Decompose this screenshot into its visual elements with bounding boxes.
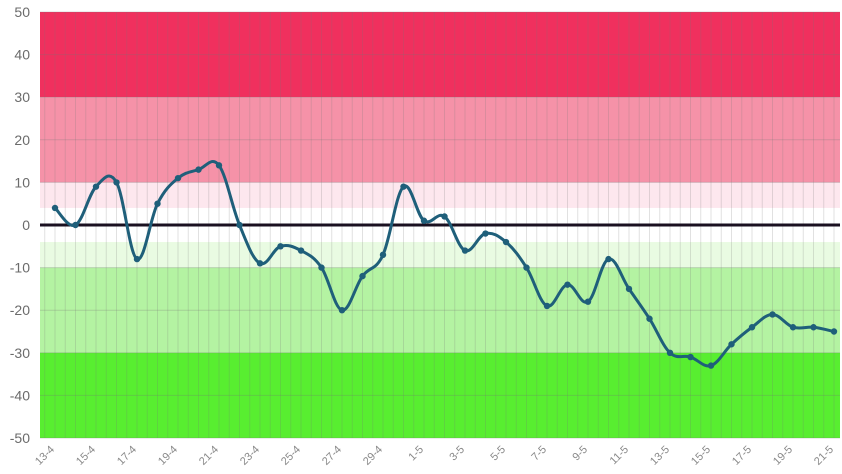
- data-points: [51, 162, 838, 369]
- data-point-4-5: [482, 230, 489, 237]
- y-tick-label: -30: [10, 345, 30, 361]
- data-point-29-4: [379, 251, 387, 259]
- data-point-12-5: [646, 315, 653, 322]
- y-tick-label: 0: [22, 217, 30, 233]
- x-tick-label: 17-4: [115, 444, 139, 468]
- data-point-15-5: [707, 362, 715, 369]
- x-tick-label: 21-5: [812, 444, 836, 468]
- data-point-23-4: [256, 260, 264, 267]
- data-point-11-5: [625, 285, 633, 293]
- x-tick-label: 9-5: [570, 444, 590, 464]
- data-point-15-4: [92, 183, 100, 190]
- data-point-21-4: [215, 162, 223, 169]
- y-tick-label: 10: [14, 174, 30, 190]
- x-tick-label: 25-4: [279, 444, 303, 468]
- data-point-24-4: [277, 243, 284, 250]
- data-point-20-5: [810, 324, 817, 331]
- x-tick-label: 3-5: [447, 444, 467, 464]
- data-point-18-4: [154, 200, 161, 207]
- y-tick-label: -50: [10, 430, 30, 446]
- data-point-1-5: [420, 217, 428, 224]
- data-point-27-4: [338, 307, 346, 314]
- x-tick-label: 19-4: [156, 444, 180, 468]
- band-2: [40, 182, 840, 208]
- data-point-10-5: [605, 255, 612, 263]
- x-tick-label: 5-5: [488, 444, 508, 464]
- data-point-14-5: [687, 353, 694, 361]
- data-point-20-4: [195, 166, 202, 173]
- data-point-5-5: [502, 238, 510, 246]
- data-point-17-4: [133, 255, 141, 263]
- data-point-13-5: [666, 349, 674, 356]
- x-tick-label: 27-4: [320, 444, 344, 468]
- x-tick-label: 15-4: [74, 444, 98, 468]
- x-tick-label: 7-5: [529, 444, 549, 464]
- threshold-bands: [40, 12, 840, 438]
- x-tick-label: 13-5: [648, 444, 672, 468]
- data-point-9-5: [584, 298, 592, 305]
- y-tick-label: 30: [14, 89, 30, 105]
- data-point-30-4: [400, 183, 407, 190]
- data-point-3-5: [461, 247, 469, 254]
- data-point-21-5: [830, 328, 838, 335]
- x-tick-label: 17-5: [730, 444, 754, 468]
- data-point-16-4: [113, 179, 120, 186]
- x-tick-label: 19-5: [771, 444, 795, 468]
- data-point-25-4: [297, 247, 305, 254]
- data-point-26-4: [318, 264, 325, 271]
- data-point-2-5: [441, 213, 448, 220]
- x-tick-label: 21-4: [197, 444, 221, 468]
- y-axis-ticks: 50 40 30 20 10 0 -10 -20 -30 -40 -50: [10, 4, 30, 446]
- x-tick-label: 29-4: [361, 444, 385, 468]
- data-point-19-4: [174, 174, 182, 182]
- x-tick-label: 1-5: [406, 444, 426, 464]
- y-tick-label: -20: [10, 302, 30, 318]
- data-point-7-5: [543, 302, 551, 310]
- data-point-19-5: [789, 324, 797, 331]
- data-point-16-5: [728, 341, 735, 348]
- x-tick-label: 11-5: [608, 444, 631, 467]
- data-point-22-4: [236, 221, 243, 229]
- y-tick-label: 40: [14, 47, 30, 63]
- x-tick-label: 23-4: [238, 444, 262, 468]
- y-tick-label: 20: [14, 132, 30, 148]
- x-tick-label: 15-5: [689, 444, 713, 468]
- data-point-13-4: [51, 204, 59, 212]
- data-point-6-5: [523, 264, 530, 271]
- data-point-8-5: [564, 281, 571, 288]
- band-4: [40, 242, 840, 268]
- data-point-14-4: [72, 221, 79, 229]
- band-5: [40, 267, 840, 353]
- data-point-18-5: [769, 311, 776, 318]
- band-0: [40, 12, 840, 98]
- x-tick-label: 13-4: [33, 444, 57, 468]
- data-point-17-5: [748, 324, 756, 331]
- x-axis-ticks: 13-4 15-4 17-4 19-4 21-4 23-4 25-4 27-4 29-4 1-5 3…: [33, 444, 836, 468]
- y-tick-label: 50: [14, 4, 30, 20]
- band-1: [40, 97, 840, 183]
- data-point-28-4: [359, 272, 366, 280]
- y-tick-label: -10: [10, 260, 30, 276]
- y-tick-label: -40: [10, 387, 30, 403]
